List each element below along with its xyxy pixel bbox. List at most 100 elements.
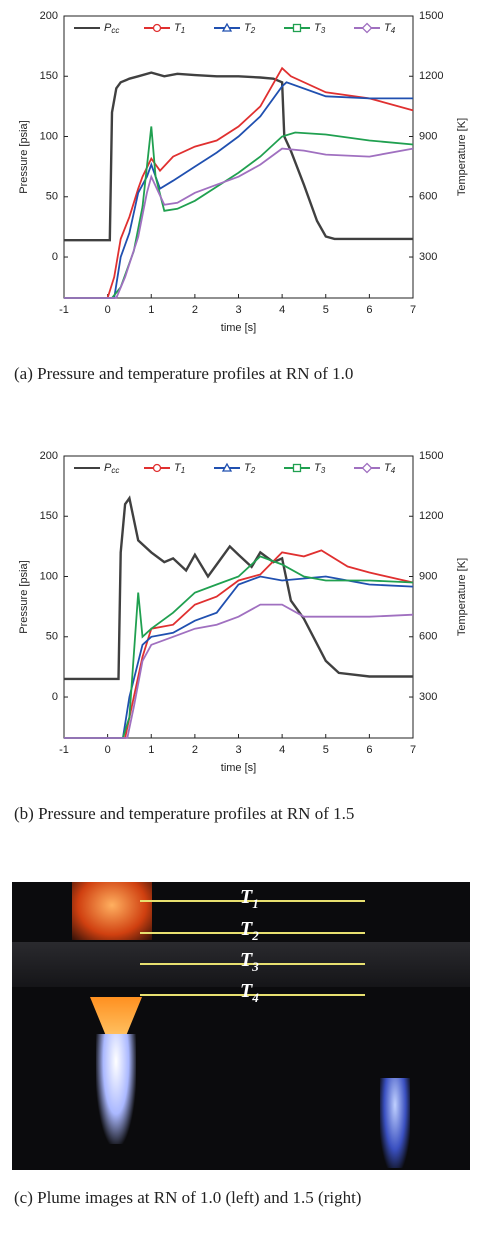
y-tick-label: 200 bbox=[40, 450, 58, 462]
x-tick-label: 0 bbox=[105, 304, 111, 316]
legend-label-sub: 4 bbox=[391, 26, 396, 35]
x-tick-label: -1 bbox=[59, 744, 69, 756]
y2-tick-label: 600 bbox=[419, 631, 437, 643]
legend-label-sub: 1 bbox=[181, 26, 185, 35]
series-line bbox=[64, 549, 414, 739]
glow bbox=[72, 882, 152, 940]
y-tick-label: 100 bbox=[40, 130, 58, 142]
probe-label: T2 bbox=[240, 918, 259, 943]
y2-tick-label: 300 bbox=[419, 251, 437, 263]
x-tick-label: 1 bbox=[148, 304, 154, 316]
series-line bbox=[64, 147, 414, 299]
x-tick-label: 5 bbox=[323, 304, 329, 316]
y2-tick-label: 1200 bbox=[419, 70, 443, 82]
legend-label-main: T bbox=[384, 462, 392, 474]
legend-label-main: T bbox=[244, 22, 252, 34]
legend-label: T4 bbox=[384, 462, 396, 475]
caption: (b) Pressure and temperature profiles at… bbox=[14, 804, 355, 823]
legend-label-main: T bbox=[174, 22, 182, 34]
legend-marker bbox=[221, 462, 233, 472]
y2-tick-label: 1500 bbox=[419, 10, 443, 22]
y2-tick-label: 900 bbox=[419, 130, 437, 142]
legend-label-main: T bbox=[174, 462, 182, 474]
series-line bbox=[64, 603, 414, 739]
legend-label: Pcc bbox=[104, 462, 119, 475]
x-axis-label: time [s] bbox=[221, 762, 256, 774]
y-tick-label: 50 bbox=[46, 191, 58, 203]
y-tick-label: 50 bbox=[46, 631, 58, 643]
plume-right bbox=[380, 1078, 410, 1168]
legend-label: T4 bbox=[384, 22, 396, 35]
plume-photo: T1 T2 T3 T4 bbox=[12, 882, 470, 1170]
x-tick-label: 3 bbox=[235, 744, 241, 756]
legend-label-main: P bbox=[104, 22, 112, 34]
y2-tick-label: 1200 bbox=[419, 510, 443, 522]
legend-label-sub: cc bbox=[111, 26, 119, 35]
y-tick-label: 100 bbox=[40, 570, 58, 582]
x-tick-label: 0 bbox=[105, 744, 111, 756]
legend-label: T1 bbox=[174, 462, 185, 475]
series-line bbox=[64, 71, 413, 242]
y2-tick-label: 300 bbox=[419, 691, 437, 703]
y-tick-label: 0 bbox=[52, 251, 58, 263]
x-tick-label: 7 bbox=[410, 304, 416, 316]
legend-label: T2 bbox=[244, 22, 256, 35]
legend-label-sub: 1 bbox=[181, 466, 185, 475]
x-tick-label: 4 bbox=[279, 744, 285, 756]
legend-label: Pcc bbox=[104, 22, 119, 35]
series-line bbox=[64, 81, 413, 299]
legend-label-sub: 3 bbox=[321, 466, 326, 475]
y-tick-label: 200 bbox=[40, 10, 58, 22]
probe-line bbox=[140, 963, 365, 965]
x-tick-label: 1 bbox=[148, 744, 154, 756]
legend-marker bbox=[361, 22, 373, 34]
y-tick-label: 0 bbox=[52, 691, 58, 703]
caption: (a) Pressure and temperature profiles at… bbox=[14, 364, 354, 383]
plot-frame bbox=[63, 455, 414, 739]
probe-line bbox=[140, 900, 365, 902]
x-tick-label: 3 bbox=[235, 304, 241, 316]
legend-label-sub: 2 bbox=[250, 466, 256, 475]
y2-axis-label: Temperature [K] bbox=[456, 118, 468, 196]
legend-marker bbox=[292, 23, 302, 33]
legend-label-sub: 4 bbox=[391, 466, 396, 475]
legend-label-main: T bbox=[314, 462, 322, 474]
caption: (c) Plume images at RN of 1.0 (left) and… bbox=[14, 1188, 362, 1207]
legend-label-main: T bbox=[314, 22, 322, 34]
series-line bbox=[64, 66, 414, 299]
legend-label: T1 bbox=[174, 22, 185, 35]
y2-tick-label: 900 bbox=[419, 570, 437, 582]
nozzle-flame bbox=[90, 997, 142, 1035]
y2-tick-label: 1500 bbox=[419, 450, 443, 462]
y-tick-label: 150 bbox=[40, 510, 58, 522]
series-line bbox=[64, 575, 414, 739]
legend-marker bbox=[152, 23, 162, 33]
legend-label-main: T bbox=[244, 462, 252, 474]
x-tick-label: 2 bbox=[192, 744, 198, 756]
series-line bbox=[64, 126, 414, 299]
plume-left bbox=[96, 1034, 136, 1144]
x-tick-label: 5 bbox=[323, 744, 329, 756]
chart: -1 0 1 2 3 4 5 6 7 0 50 100 150 200 300 600 900 1200 1500 t… bbox=[18, 10, 468, 334]
x-tick-label: 7 bbox=[410, 744, 416, 756]
legend-marker bbox=[152, 463, 162, 473]
y-tick-label: 150 bbox=[40, 70, 58, 82]
probe-label: T4 bbox=[240, 980, 259, 1005]
legend-marker bbox=[361, 462, 373, 474]
legend-label: T3 bbox=[314, 462, 326, 475]
legend-label: T2 bbox=[244, 462, 256, 475]
chart: -1 0 1 2 3 4 5 6 7 0 50 100 150 200 300 600 900 1200 1500 t… bbox=[18, 450, 468, 774]
legend-label-sub: cc bbox=[111, 466, 119, 475]
probe-label: T1 bbox=[240, 886, 259, 911]
probe-label: T3 bbox=[240, 949, 259, 974]
probe-line bbox=[140, 932, 365, 934]
legend-marker bbox=[221, 22, 233, 32]
series-line bbox=[64, 555, 414, 739]
y-axis-label: Pressure [psia] bbox=[18, 560, 30, 633]
y2-axis-label: Temperature [K] bbox=[456, 558, 468, 636]
x-axis-label: time [s] bbox=[221, 322, 256, 334]
legend-label-sub: 2 bbox=[250, 26, 256, 35]
x-tick-label: 4 bbox=[279, 304, 285, 316]
y-axis-label: Pressure [psia] bbox=[18, 120, 30, 193]
